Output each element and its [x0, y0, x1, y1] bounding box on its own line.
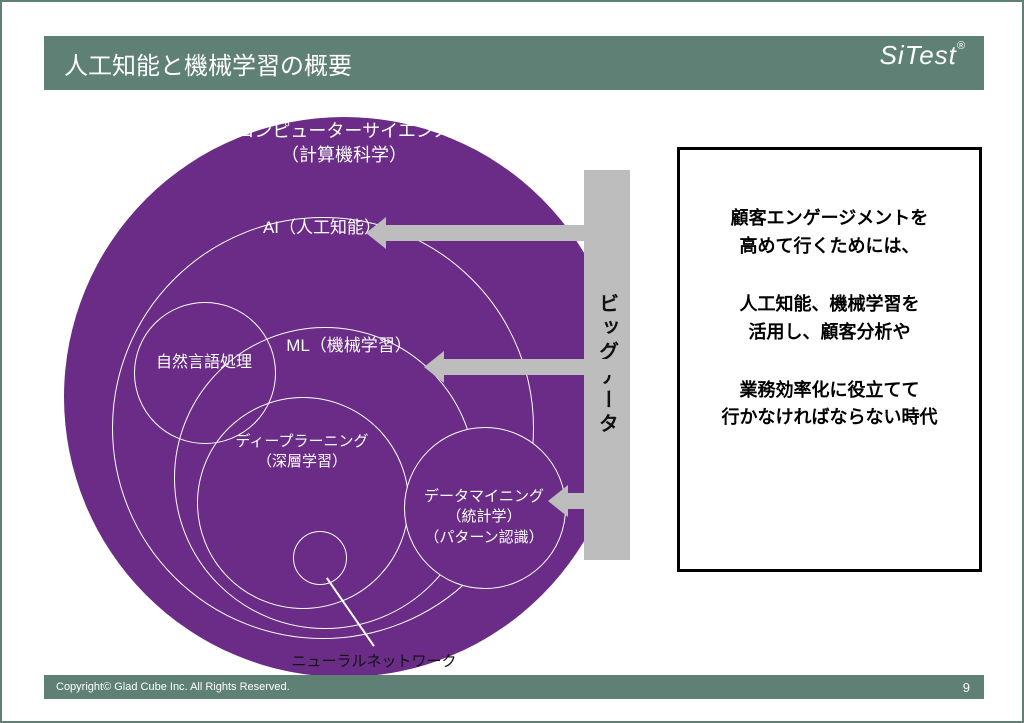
page-number: 9: [963, 680, 970, 695]
arrow-to-dm: [566, 493, 628, 509]
label-cs: コンピューターサイエンス（計算機科学）: [224, 119, 464, 168]
commentary-p1: 顧客エンゲージメントを高めて行くためには、: [698, 205, 961, 261]
logo-text: SiTest®: [880, 40, 966, 71]
slide: 人工知能と機械学習の概要 SiTest® コンピューターサイエンス（計算機科学）…: [0, 0, 1024, 723]
label-dl: ディープラーニング（深層学習）: [182, 432, 422, 473]
label-neural-network: ニューラルネットワーク: [264, 652, 484, 672]
footer-bar: Copyright© Glad Cube Inc. All Rights Res…: [44, 675, 984, 699]
arrow-to-ml: [442, 359, 628, 375]
commentary-p3: 業務効率化に役立てて行かなければならない時代: [698, 377, 961, 433]
venn-diagram: コンピューターサイエンス（計算機科学）AI（人工知能）自然言語処理ML（機械学習…: [44, 97, 644, 672]
copyright-text: Copyright© Glad Cube Inc. All Rights Res…: [56, 681, 290, 693]
title-bar: 人工知能と機械学習の概要 SiTest®: [44, 36, 984, 90]
commentary-box: 顧客エンゲージメントを高めて行くためには、 人工知能、機械学習を活用し、顧客分析…: [677, 147, 982, 572]
node-nn_small: [293, 531, 347, 585]
arrow-to-ai: [384, 225, 628, 241]
slide-title: 人工知能と機械学習の概要: [64, 46, 352, 81]
commentary-p2: 人工知能、機械学習を活用し、顧客分析や: [698, 291, 961, 347]
